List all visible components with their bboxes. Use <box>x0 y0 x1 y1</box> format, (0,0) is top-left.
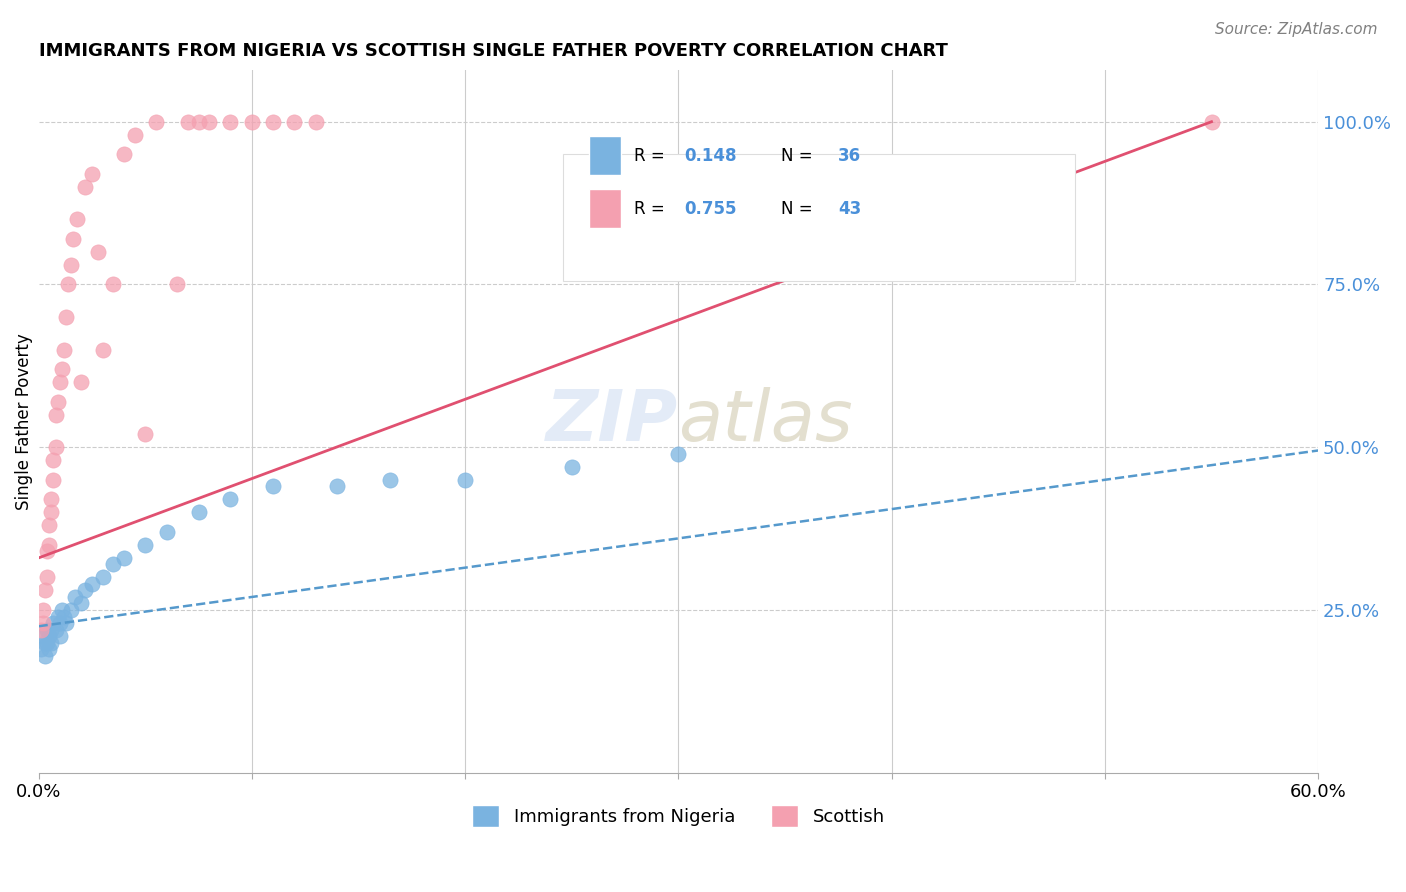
Point <box>34 583 56 598</box>
Point <box>91 570 114 584</box>
Point <box>45 440 67 454</box>
Text: IMMIGRANTS FROM NIGERIA VS SCOTTISH SINGLE FATHER POVERTY CORRELATION CHART: IMMIGRANTS FROM NIGERIA VS SCOTTISH SING… <box>38 42 948 60</box>
Point <box>30 642 52 657</box>
Text: 0.755: 0.755 <box>685 200 737 218</box>
Point <box>1201 114 1223 128</box>
Point <box>51 362 73 376</box>
Point <box>51 603 73 617</box>
Point <box>262 479 284 493</box>
Point <box>35 570 58 584</box>
Bar <box>589 189 621 227</box>
Point <box>45 623 67 637</box>
Point <box>219 114 242 128</box>
FancyBboxPatch shape <box>564 154 1076 281</box>
Point <box>187 505 209 519</box>
Point <box>63 590 86 604</box>
Text: 43: 43 <box>838 200 862 218</box>
Point <box>666 447 689 461</box>
Point <box>87 244 110 259</box>
Text: N =: N = <box>780 147 817 165</box>
Point <box>55 615 77 630</box>
Point <box>112 147 135 161</box>
Point <box>134 427 156 442</box>
Point <box>75 179 97 194</box>
Point <box>35 623 58 637</box>
Text: R =: R = <box>634 200 669 218</box>
Point <box>49 629 72 643</box>
Point <box>30 623 52 637</box>
Point <box>80 167 103 181</box>
Point <box>59 258 82 272</box>
Point <box>45 408 67 422</box>
Point <box>134 538 156 552</box>
Point <box>46 609 69 624</box>
Point <box>219 492 242 507</box>
Point <box>31 603 53 617</box>
Text: atlas: atlas <box>678 387 853 456</box>
Point <box>62 232 84 246</box>
Text: Source: ZipAtlas.com: Source: ZipAtlas.com <box>1215 22 1378 37</box>
Point <box>75 583 97 598</box>
Text: 0.148: 0.148 <box>685 147 737 165</box>
Point <box>155 524 177 539</box>
Point <box>240 114 263 128</box>
Point <box>41 635 63 649</box>
Point <box>166 277 188 292</box>
Point <box>35 544 58 558</box>
Point <box>454 473 477 487</box>
Point <box>59 603 82 617</box>
Text: ZIP: ZIP <box>546 387 678 456</box>
Text: R =: R = <box>634 147 669 165</box>
Point <box>53 343 76 357</box>
Point <box>34 635 56 649</box>
Point <box>124 128 146 142</box>
Point <box>41 623 63 637</box>
Point <box>80 577 103 591</box>
Point <box>38 518 60 533</box>
Point <box>42 453 65 467</box>
Text: 36: 36 <box>838 147 862 165</box>
Point <box>103 277 125 292</box>
Y-axis label: Single Father Poverty: Single Father Poverty <box>15 333 32 509</box>
Point <box>112 550 135 565</box>
Point <box>70 375 93 389</box>
Point <box>34 648 56 663</box>
Point <box>35 635 58 649</box>
Point <box>53 609 76 624</box>
Point <box>42 473 65 487</box>
Point <box>31 615 53 630</box>
Point <box>41 505 63 519</box>
Point <box>262 114 284 128</box>
Point <box>31 629 53 643</box>
Point <box>283 114 305 128</box>
Point <box>177 114 200 128</box>
Point <box>49 615 72 630</box>
Point <box>187 114 209 128</box>
Point <box>58 277 80 292</box>
Point <box>38 642 60 657</box>
Point <box>561 459 583 474</box>
Point <box>326 479 349 493</box>
Point <box>38 538 60 552</box>
Point <box>145 114 167 128</box>
Point <box>41 492 63 507</box>
Point <box>55 310 77 324</box>
Bar <box>589 136 621 175</box>
Text: N =: N = <box>780 200 817 218</box>
Point <box>38 629 60 643</box>
Point <box>103 558 125 572</box>
Point <box>70 597 93 611</box>
Point <box>305 114 328 128</box>
Point <box>380 473 402 487</box>
Point <box>66 212 89 227</box>
Point <box>198 114 221 128</box>
Point <box>91 343 114 357</box>
Point <box>46 394 69 409</box>
Point <box>49 375 72 389</box>
Legend: Immigrants from Nigeria, Scottish: Immigrants from Nigeria, Scottish <box>465 797 891 834</box>
Point <box>42 615 65 630</box>
